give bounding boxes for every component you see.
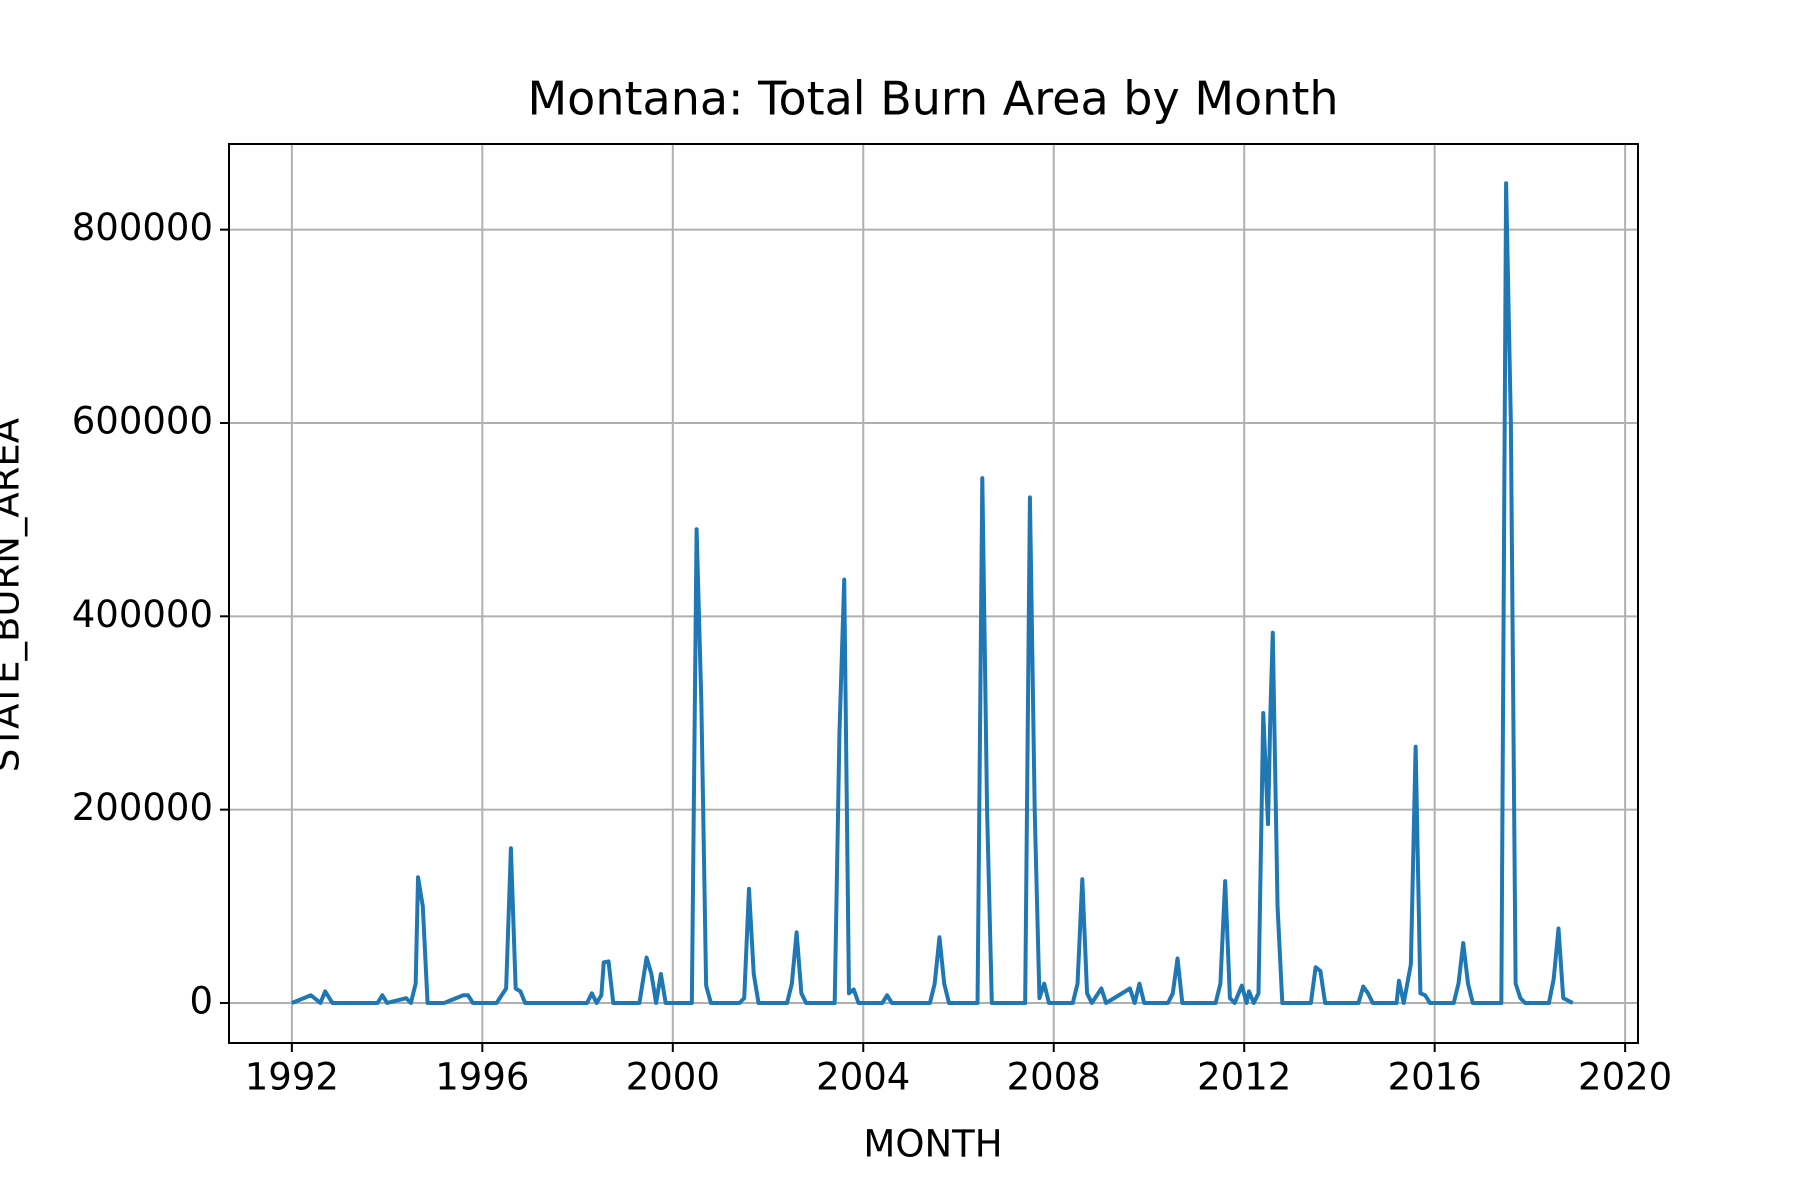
data-line <box>291 181 1574 1005</box>
x-tick-label: 1992 <box>245 1056 339 1099</box>
y-tick-label: 600000 <box>72 399 213 442</box>
x-tick-label: 2004 <box>816 1056 910 1099</box>
x-tick-label: 2008 <box>1007 1056 1101 1099</box>
y-tick-label: 800000 <box>72 206 213 249</box>
x-tick-label: 1996 <box>435 1056 529 1099</box>
x-tick-label: 2000 <box>626 1056 720 1099</box>
y-tick-label: 400000 <box>72 593 213 636</box>
x-tick-label: 2012 <box>1197 1056 1291 1099</box>
y-tick-label: 200000 <box>72 786 213 829</box>
y-axis-label: STATE_BURN_AREA <box>0 418 28 772</box>
x-axis-label: MONTH <box>863 1123 1002 1166</box>
chart-title: Montana: Total Burn Area by Month <box>527 72 1338 126</box>
plot-frame <box>228 143 1639 1044</box>
x-tick-label: 2016 <box>1388 1056 1482 1099</box>
x-tick-label: 2020 <box>1578 1056 1672 1099</box>
y-tick-label: 0 <box>189 979 213 1022</box>
